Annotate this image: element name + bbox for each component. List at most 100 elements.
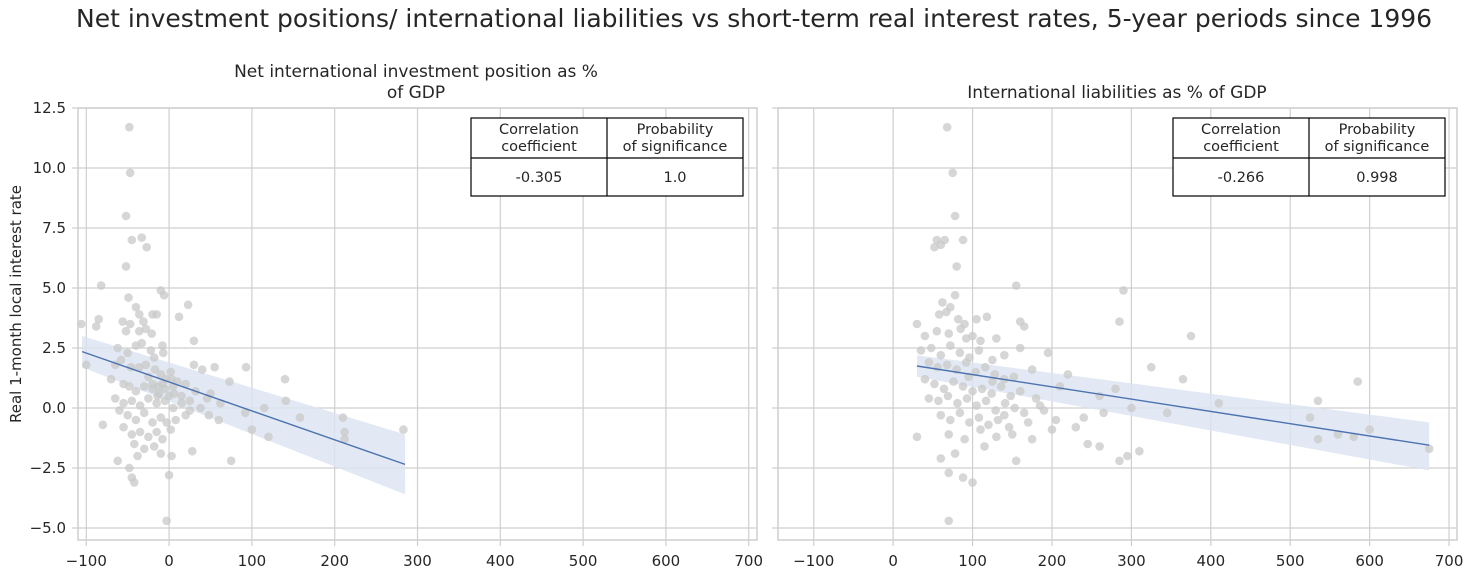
scatter-point <box>936 350 946 360</box>
scatter-point <box>958 382 968 391</box>
scatter-point <box>153 391 162 401</box>
scatter-point <box>125 122 134 132</box>
scatter-point <box>920 374 930 384</box>
scatter-point <box>125 382 134 391</box>
scatter-point <box>1127 403 1136 413</box>
x-tick-label: 400 <box>1196 552 1225 570</box>
scatter-point <box>972 401 981 410</box>
panel-title: Net international investment position as… <box>234 62 598 82</box>
scatter-point <box>177 391 186 401</box>
scatter-point <box>158 348 168 358</box>
scatter-point <box>944 430 954 439</box>
scatter-point <box>942 307 951 317</box>
scatter-point <box>166 367 176 377</box>
scatter-point <box>955 408 965 418</box>
scatter-point <box>1095 442 1104 451</box>
scatter-point <box>121 211 131 221</box>
scatter-point <box>247 425 257 434</box>
scatter-point <box>948 168 958 178</box>
scatter-point <box>134 310 144 319</box>
scatter-point <box>139 444 149 454</box>
y-tick-label: 12.5 <box>33 99 66 117</box>
scatter-point <box>976 336 985 346</box>
scatter-point <box>1313 396 1323 406</box>
scatter-point <box>912 319 922 329</box>
scatter-point <box>127 235 137 245</box>
scatter-point <box>183 300 193 310</box>
scatter-point <box>1055 382 1065 391</box>
x-tick-label: 600 <box>1355 552 1384 570</box>
x-tick-label: 500 <box>1276 552 1305 570</box>
scatter-point <box>139 317 148 326</box>
y-tick-label: 7.5 <box>42 219 66 237</box>
scatter-point <box>952 262 961 271</box>
scatter-point <box>1115 456 1124 466</box>
scatter-point <box>134 362 144 372</box>
scatter-point <box>944 468 954 478</box>
scatter-point <box>976 425 985 434</box>
scatter-point <box>1178 374 1188 384</box>
scatter-point <box>119 398 128 408</box>
scatter-point <box>1047 425 1057 434</box>
scatter-point <box>1119 286 1128 295</box>
scatter-point <box>156 449 166 458</box>
scatter-point <box>1027 365 1037 374</box>
scatter-point <box>149 442 159 451</box>
regression-line <box>81 350 406 466</box>
scatter-point <box>214 415 224 425</box>
scatter-point <box>125 319 135 329</box>
y-tick-label: 5.0 <box>42 279 66 297</box>
scatter-point <box>988 377 997 386</box>
scatter-point <box>260 403 269 413</box>
scatter-point <box>241 362 251 372</box>
scatter-point <box>1349 432 1359 442</box>
scatter-point <box>1019 322 1029 331</box>
table-value: -0.305 <box>516 170 563 186</box>
scatter-point <box>1214 398 1224 408</box>
scatter-point <box>953 398 962 408</box>
panel-title: of GDP <box>387 83 445 103</box>
scatter-point <box>144 394 153 403</box>
scatter-point <box>968 386 977 396</box>
scatter-point <box>930 242 939 252</box>
y-tick-label: 10.0 <box>33 159 66 177</box>
scatter-point <box>159 290 169 300</box>
scatter-point <box>240 408 250 418</box>
scatter-point <box>1071 422 1081 432</box>
scatter-point <box>121 262 131 271</box>
scatter-point <box>167 451 176 461</box>
x-tick-label: 600 <box>652 552 681 570</box>
scatter-point <box>992 432 1001 442</box>
scatter-point <box>125 463 134 473</box>
x-tick-label: 200 <box>1038 552 1067 570</box>
scatter-point <box>139 408 149 418</box>
scatter-point <box>993 415 1003 425</box>
scatter-point <box>1186 331 1196 341</box>
scatter-point <box>189 360 199 370</box>
scatter-point <box>1162 408 1172 418</box>
scatter-point <box>934 396 943 406</box>
scatter-point <box>1035 401 1045 410</box>
scatter-point <box>1000 398 1010 408</box>
scatter-point <box>953 314 963 324</box>
y-tick-label: −5.0 <box>30 519 66 537</box>
scatter-point <box>940 235 950 245</box>
scatter-point <box>958 235 968 245</box>
scatter-point <box>961 358 971 367</box>
scatter-point <box>166 425 176 434</box>
scatter-point <box>187 446 197 456</box>
scatter-point <box>142 242 152 252</box>
scatter-point <box>137 233 147 242</box>
scatter-point <box>1004 422 1014 432</box>
scatter-point <box>1083 439 1093 449</box>
scatter-point <box>977 384 987 394</box>
scatter-point <box>962 394 972 403</box>
x-tick-label: 300 <box>403 552 432 570</box>
scatter-point <box>1115 317 1124 326</box>
x-tick-label: 300 <box>1117 552 1146 570</box>
scatter-point <box>225 377 234 386</box>
scatter-point <box>987 389 996 398</box>
scatter-point <box>174 312 184 322</box>
y-tick-label: 0.0 <box>42 399 66 417</box>
